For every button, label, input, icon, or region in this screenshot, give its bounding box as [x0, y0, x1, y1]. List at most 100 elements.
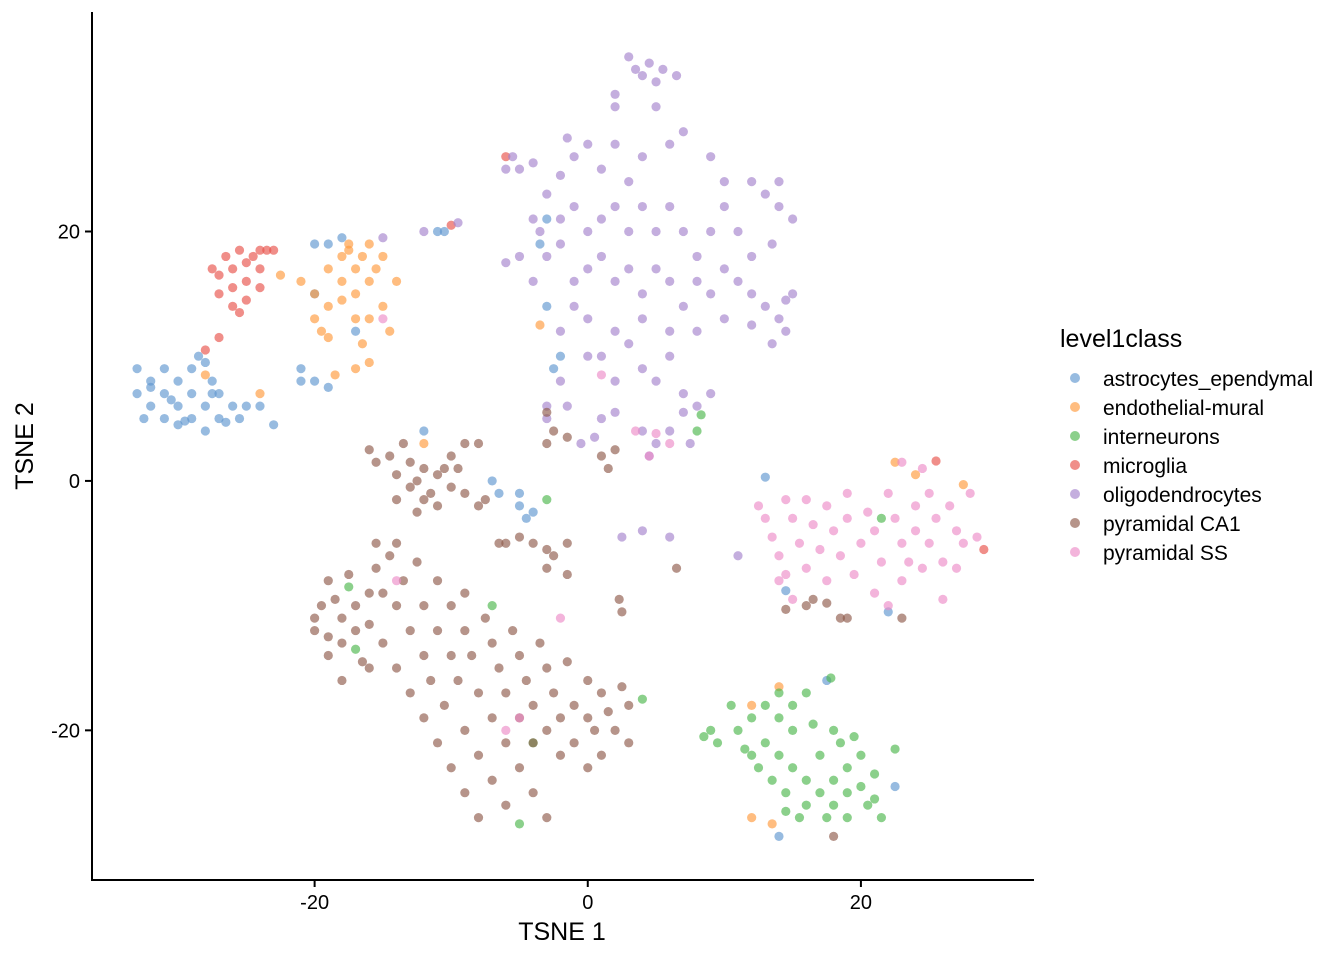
data-point — [207, 376, 217, 386]
y-axis-label: TSNE 2 — [11, 402, 39, 490]
data-point — [897, 613, 907, 623]
data-point — [747, 320, 757, 330]
data-point — [255, 401, 265, 411]
data-point — [528, 507, 538, 517]
data-point — [228, 264, 238, 274]
data-point — [890, 457, 900, 467]
data-point — [624, 177, 634, 187]
data-point — [494, 663, 504, 673]
data-point — [146, 382, 156, 392]
data-point — [794, 538, 805, 548]
data-point — [426, 488, 436, 498]
data-point — [583, 763, 593, 773]
data-point — [849, 569, 859, 580]
data-point — [173, 420, 183, 430]
data-point — [617, 532, 627, 542]
data-point — [740, 744, 750, 754]
data-point — [419, 463, 429, 474]
data-point — [460, 588, 470, 598]
x-ticks: -20 0 20 — [300, 880, 872, 914]
legend-label: pyramidal CA1 — [1103, 513, 1241, 536]
data-point — [453, 675, 463, 686]
data-point — [692, 426, 702, 436]
data-point — [651, 264, 661, 274]
legend-key-icon — [1070, 489, 1080, 499]
data-point — [788, 289, 798, 299]
data-point — [344, 582, 354, 592]
data-point — [617, 607, 627, 617]
data-point — [542, 214, 552, 224]
data-point — [665, 139, 675, 149]
data-point — [310, 625, 320, 636]
data-point — [719, 177, 729, 187]
data-point — [842, 513, 852, 523]
data-point — [419, 495, 429, 505]
data-point — [542, 544, 552, 555]
data-point — [788, 725, 798, 735]
data-point — [323, 576, 333, 586]
data-point — [487, 775, 497, 785]
data-point — [241, 401, 251, 411]
data-point — [234, 245, 245, 255]
data-point — [132, 364, 142, 374]
data-point — [542, 563, 552, 573]
data-point — [350, 326, 361, 336]
data-point — [337, 675, 347, 686]
data-point — [535, 320, 545, 330]
data-point — [719, 201, 729, 212]
data-point — [842, 763, 852, 773]
data-point — [350, 644, 361, 654]
legend-item: microglia — [1070, 455, 1187, 478]
data-point — [214, 270, 224, 280]
x-tick-label: -20 — [300, 892, 329, 914]
data-point — [876, 813, 887, 823]
data-point — [842, 813, 852, 823]
data-point — [733, 725, 743, 735]
data-point — [719, 264, 729, 274]
data-point — [747, 289, 757, 299]
data-point — [221, 417, 231, 427]
data-point — [487, 476, 497, 486]
data-point — [432, 625, 443, 636]
data-point — [296, 364, 306, 374]
data-point — [706, 152, 716, 162]
data-point — [767, 775, 777, 785]
points-layer — [132, 52, 989, 841]
y-tick-label: 0 — [69, 471, 80, 493]
data-point — [678, 389, 688, 399]
data-point — [310, 613, 320, 623]
data-point — [637, 71, 647, 81]
data-point — [665, 438, 675, 449]
data-point — [706, 289, 716, 299]
data-point — [569, 301, 579, 311]
data-point — [378, 588, 388, 598]
legend-label: endothelial-mural — [1103, 397, 1264, 420]
data-point — [460, 725, 470, 735]
data-point — [610, 445, 620, 455]
data-point — [692, 276, 702, 286]
data-point — [651, 77, 661, 87]
data-point — [501, 738, 511, 748]
data-point — [788, 513, 798, 523]
data-point — [337, 638, 347, 648]
data-point — [630, 426, 641, 436]
legend-item: pyramidal SS — [1070, 542, 1228, 565]
data-point — [842, 488, 852, 498]
legend-label: microglia — [1103, 455, 1187, 478]
data-point — [596, 164, 607, 174]
data-point — [200, 357, 210, 368]
data-point — [200, 370, 210, 380]
data-point — [473, 688, 484, 698]
data-point — [610, 102, 620, 112]
data-point — [248, 251, 258, 262]
data-point — [651, 376, 661, 386]
data-point — [767, 532, 777, 542]
data-point — [364, 619, 374, 629]
data-point — [391, 601, 402, 611]
x-tick-label: 20 — [850, 892, 872, 914]
data-point — [453, 463, 463, 474]
data-point — [753, 763, 764, 773]
data-point — [801, 495, 811, 505]
data-point — [856, 750, 866, 760]
data-point — [583, 314, 593, 324]
